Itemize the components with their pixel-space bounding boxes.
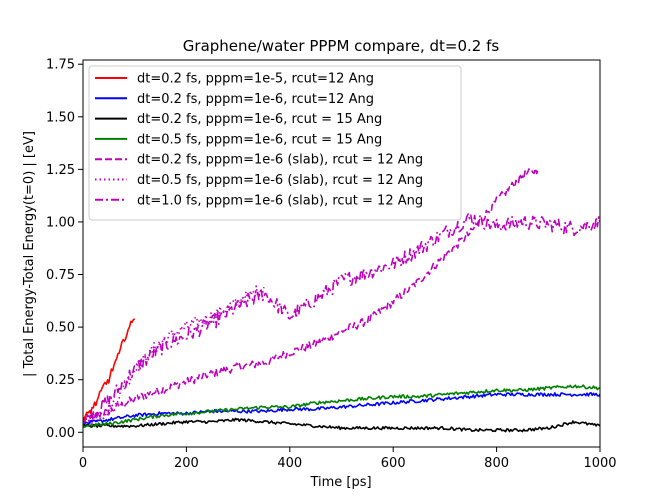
x-tick-label: 400 xyxy=(277,456,302,471)
y-axis-label: | Total Energy-Total Energy(t=0) | [eV] xyxy=(22,131,37,377)
y-tick-label: 1.00 xyxy=(46,215,75,230)
legend-label: dt=0.2 fs, pppm=1e-6, rcut=12 Ang xyxy=(137,92,374,107)
series-line-7 xyxy=(83,213,600,425)
x-axis-label: Time [ps] xyxy=(309,475,371,490)
legend-label: dt=0.2 fs, pppm=1e-5, rcut=12 Ang xyxy=(137,72,374,87)
series-line-3 xyxy=(83,417,600,433)
plot-area xyxy=(82,59,601,448)
y-tick-label: 1.75 xyxy=(46,58,75,73)
legend-label: dt=0.5 fs, pppm=1e-6, rcut = 15 Ang xyxy=(137,132,382,147)
legend-label: dt=0.2 fs, pppm=1e-6, rcut = 15 Ang xyxy=(137,112,382,127)
x-tick-label: 600 xyxy=(381,456,406,471)
series-line-4 xyxy=(83,384,600,429)
x-tick-label: 800 xyxy=(484,456,509,471)
legend-box xyxy=(88,65,462,221)
series-line-5 xyxy=(83,167,539,422)
series-line-1 xyxy=(83,318,136,423)
legend-label: dt=0.2 fs, pppm=1e-6 (slab), rcut = 12 A… xyxy=(137,153,423,168)
chart-title: Graphene/water PPPM compare, dt=0.2 fs xyxy=(183,37,500,55)
series-line-2 xyxy=(83,391,600,427)
y-tick-label: 1.50 xyxy=(46,110,75,125)
y-tick-label: 0.00 xyxy=(46,426,75,441)
x-tick-label: 200 xyxy=(174,456,199,471)
series-layer xyxy=(83,167,600,433)
y-tick-label: 1.25 xyxy=(46,163,75,178)
x-axis: 0 200 400 600 800 1000 xyxy=(79,447,617,471)
legend-label: dt=1.0 fs, pppm=1e-6 (slab), rcut = 12 A… xyxy=(137,193,423,208)
legend-label: dt=0.5 fs, pppm=1e-6 (slab), rcut = 12 A… xyxy=(137,173,423,188)
x-tick-label: 1000 xyxy=(583,456,616,471)
x-tick-label: 0 xyxy=(79,456,87,471)
y-axis: 0.00 0.25 0.50 0.75 1.00 1.25 1.50 1.75 xyxy=(46,58,83,441)
y-tick-label: 0.50 xyxy=(46,321,75,336)
legend: dt=0.2 fs, pppm=1e-5, rcut=12 Ang dt=0.2 … xyxy=(88,65,462,221)
plot-frame xyxy=(82,59,601,448)
series-line-6 xyxy=(83,285,265,428)
y-tick-label: 0.25 xyxy=(46,373,75,388)
y-tick-label: 0.75 xyxy=(46,268,75,283)
